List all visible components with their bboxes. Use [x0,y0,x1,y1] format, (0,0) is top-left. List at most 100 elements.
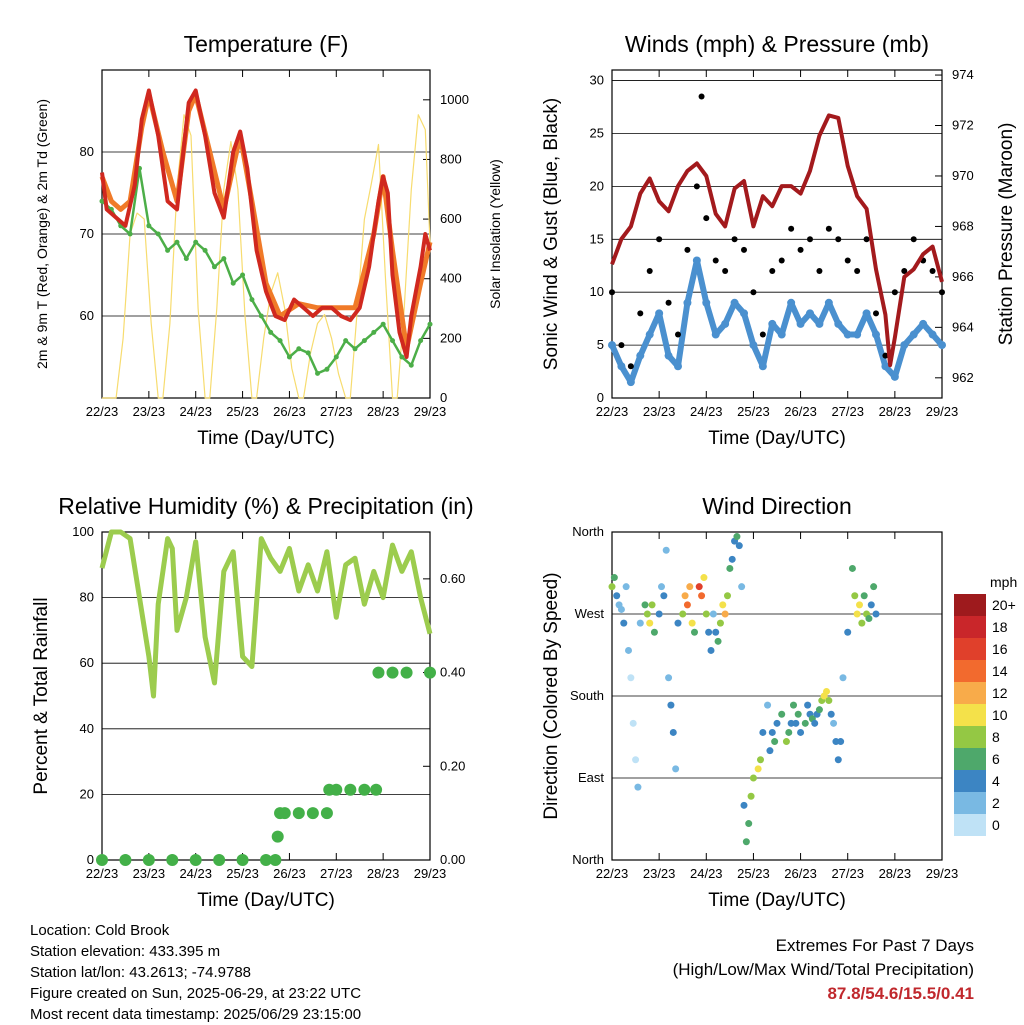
y-tick-label: 25 [590,125,604,140]
direction-marker [662,546,670,554]
x-tick-label: 25/23 [737,404,770,419]
direction-marker [867,601,875,609]
direction-marker [740,801,748,809]
direction-marker [610,574,618,582]
x-tick-label: 26/23 [273,866,306,881]
y-tick-label: 60 [80,655,94,670]
wind-marker [683,298,692,307]
y-right-tick-label: 800 [440,151,462,166]
precip-marker [213,854,226,866]
gust-marker [750,289,757,296]
wind-marker [815,319,824,328]
direction-marker [709,610,717,618]
colorbar-label: 2 [992,795,1000,811]
wind-series-line [609,257,945,386]
y-tick-label: 70 [80,226,94,241]
y-right-tick-label: 0.20 [440,758,465,773]
direction-marker [721,610,729,618]
direction-marker [782,738,790,746]
x-tick-label: 24/23 [179,404,212,419]
colorbar-swatch [954,704,986,726]
direction-marker [686,583,694,591]
x-tick-label: 25/23 [737,866,770,881]
precip-marker [269,854,282,866]
direction-marker [613,592,621,600]
direction-marker [844,628,852,636]
wind-marker [862,309,871,318]
direction-marker [655,610,663,618]
colorbar-swatch [954,792,986,814]
precip-marker [260,854,272,866]
y-right-tick-label: 600 [440,211,462,226]
wind-marker [909,330,918,339]
station-latlon: Station lat/lon: 43.2613; -74.9788 [30,964,252,981]
x-tick-label: 27/23 [831,866,864,881]
direction-marker [839,674,847,682]
direction-marker [830,719,838,727]
figure-created: Figure created on Sun, 2025-06-29, at 23… [30,985,362,1002]
y-tick-label: 0 [597,390,604,405]
wind-marker [758,362,767,371]
gust-marker [769,268,776,275]
gust-marker [609,289,615,296]
direction-marker [759,728,767,736]
direction-marker [773,719,781,727]
wind-marker [853,330,862,339]
colorbar-label: 18 [992,619,1008,635]
direction-marker [825,697,833,705]
y-tick-label: 30 [590,73,604,88]
colorbar-swatch [954,814,986,836]
gust-marker [882,352,889,359]
colorbar-swatch [954,616,986,638]
direction-marker [738,583,746,591]
gust-marker [873,310,879,317]
gust-marker [816,268,823,275]
humidity-chart: Relative Humidity (%) & Precipitation (i… [31,493,474,911]
direction-marker [742,838,750,846]
direction-marker [870,583,878,591]
direction-marker [620,619,628,627]
y-right-tick-label: 0.40 [440,665,465,680]
direction-marker [669,728,677,736]
gust-marker [797,246,804,253]
colorbar-label: 6 [992,751,1000,767]
gust-marker [807,236,813,243]
winds-chart: Winds (mph) & Pressure (mb) 22/23 23/23 24/… [541,31,1017,449]
y-tick-label: 5 [597,337,604,352]
gust-marker [910,236,917,243]
precip-marker [370,783,383,796]
direction-marker [856,601,863,609]
direction-marker [646,619,654,627]
direction-marker [823,687,830,695]
direction-marker [672,765,680,773]
gust-marker [863,236,870,243]
gust-marker [722,268,729,275]
colorbar-label: 12 [992,685,1008,701]
precip-marker [358,783,371,796]
y-tick-label: 0 [87,852,94,867]
gust-marker [627,363,634,370]
wind-marker [626,378,635,387]
direction-marker [827,710,835,718]
x-tick-label: 29/23 [926,866,959,881]
x-tick-label: 27/23 [320,404,353,419]
x-tick-label: 22/23 [86,866,119,881]
x-tick-label: 28/23 [367,404,400,419]
wind-marker [692,256,701,265]
direction-marker [728,555,736,563]
y-right-tick-label: 0.60 [440,571,465,586]
direction-marker [681,592,689,600]
gust-marker [741,246,747,253]
wind-marker [645,330,654,339]
direction-marker [632,756,640,764]
wind-marker [768,319,777,328]
y-tick-label: 60 [80,308,94,323]
direction-marker [617,605,625,613]
station-location: Location: Cold Brook [30,922,170,939]
gust-marker [844,257,851,264]
y-tick-label: North [572,524,604,539]
direction-marker [634,783,642,791]
y-right-tick-label: 968 [952,218,974,233]
colorbar-label: 4 [992,773,1000,789]
